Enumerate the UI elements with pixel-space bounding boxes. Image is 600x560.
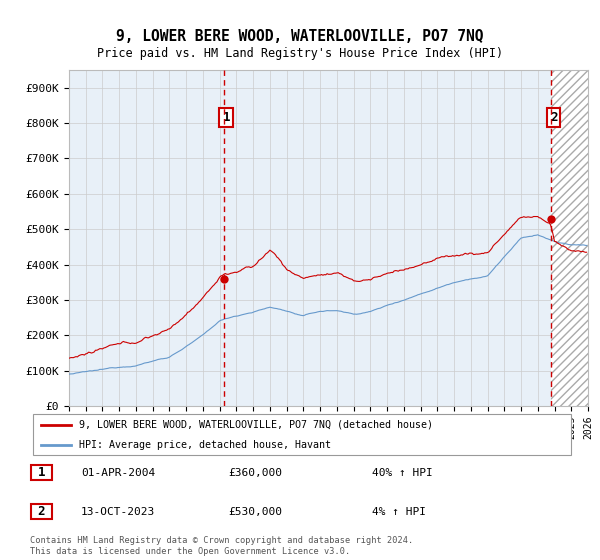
Text: £530,000: £530,000 xyxy=(228,507,282,517)
Text: 01-APR-2004: 01-APR-2004 xyxy=(81,468,155,478)
Text: 2: 2 xyxy=(38,505,45,518)
FancyBboxPatch shape xyxy=(31,465,52,479)
Text: 13-OCT-2023: 13-OCT-2023 xyxy=(81,507,155,517)
Text: 40% ↑ HPI: 40% ↑ HPI xyxy=(372,468,433,478)
Text: 9, LOWER BERE WOOD, WATERLOOVILLE, PO7 7NQ: 9, LOWER BERE WOOD, WATERLOOVILLE, PO7 7… xyxy=(116,29,484,44)
Text: 4% ↑ HPI: 4% ↑ HPI xyxy=(372,507,426,517)
FancyBboxPatch shape xyxy=(31,504,52,519)
Text: Contains HM Land Registry data © Crown copyright and database right 2024.
This d: Contains HM Land Registry data © Crown c… xyxy=(30,536,413,556)
Text: 2: 2 xyxy=(550,111,557,124)
Text: Price paid vs. HM Land Registry's House Price Index (HPI): Price paid vs. HM Land Registry's House … xyxy=(97,46,503,60)
FancyBboxPatch shape xyxy=(33,414,571,455)
Text: £360,000: £360,000 xyxy=(228,468,282,478)
Text: 9, LOWER BERE WOOD, WATERLOOVILLE, PO7 7NQ (detached house): 9, LOWER BERE WOOD, WATERLOOVILLE, PO7 7… xyxy=(79,419,433,430)
Text: 1: 1 xyxy=(38,465,45,479)
Text: HPI: Average price, detached house, Havant: HPI: Average price, detached house, Hava… xyxy=(79,440,331,450)
Text: 1: 1 xyxy=(223,111,230,124)
